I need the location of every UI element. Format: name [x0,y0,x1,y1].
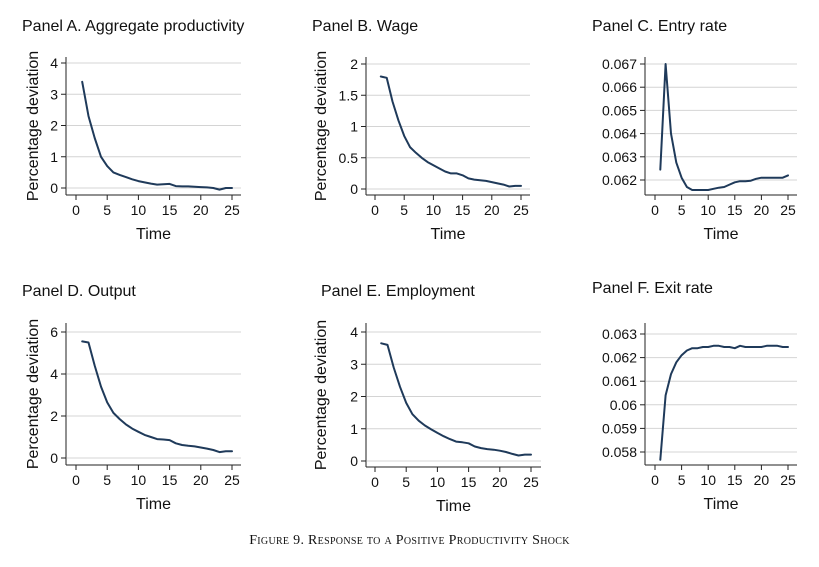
x-tick-label: 10 [131,202,147,218]
chart-panel-d: Panel D. Output 0 2 4 6 0 5 10 15 20 25 Time Percent… [22,283,241,513]
x-tick-label: 15 [162,202,178,218]
x-tick-label: 0 [651,472,659,488]
x-tick-label: 20 [754,202,770,218]
chart-panel-f: Panel F. Exit rate 0.058 0.059 0.06 0.061 0.0… [592,280,797,513]
y-tick-label: 0 [50,450,58,466]
x-tick-label: 25 [224,472,240,488]
y-tick-label: 2 [350,56,358,72]
panel-title: Panel E. Employment [321,283,475,300]
y-tick-label: 0 [350,181,358,197]
series-line [659,344,789,461]
y-tick-label: 2 [350,389,358,405]
y-tick-label: 3 [350,356,358,372]
x-tick-label: 25 [780,472,796,488]
y-tick-label: 2 [50,118,58,134]
x-tick-label: 0 [371,202,379,218]
x-axis-label: Time [704,496,739,513]
x-tick-label: 10 [430,474,446,490]
x-axis-label: Time [436,498,471,515]
x-tick-label: 20 [193,472,209,488]
x-tick-label: 25 [523,474,539,490]
y-tick-label: 0.066 [602,79,637,95]
y-axis-label: Percentage deviation [25,319,42,469]
y-tick-label: 1 [350,119,358,135]
x-tick-label: 0 [651,202,659,218]
x-tick-label: 5 [678,472,686,488]
y-tick-label: 0.067 [602,56,637,72]
x-tick-label: 20 [754,472,770,488]
y-tick-label: 0.065 [602,102,637,118]
figure-caption: Figure 9. Response to a Positive Product… [0,533,819,549]
y-axis-label: Percentage deviation [25,51,42,201]
y-tick-label: 0 [50,180,58,196]
x-tick-label: 0 [371,474,379,490]
y-tick-label: 2 [50,408,58,424]
y-axis-label: Percentage deviation [313,320,330,470]
y-tick-label: 4 [50,366,58,382]
x-tick-label: 5 [103,202,111,218]
x-tick-label: 0 [72,472,80,488]
y-tick-label: 0 [350,453,358,469]
x-tick-label: 5 [402,474,410,490]
series-line [81,340,233,454]
x-tick-label: 25 [780,202,796,218]
y-tick-label: 6 [50,324,58,340]
x-axis-label: Time [704,226,739,243]
y-tick-label: 0.062 [602,350,637,366]
x-tick-label: 10 [700,472,716,488]
chart-panel-e: Panel E. Employment 0 1 2 3 4 0 5 10 15 20 25 Time Pe… [313,283,541,515]
chart-panel-c: Panel C. Entry rate 0.062 0.063 0.064 0.065 0… [592,18,797,243]
y-tick-label: 4 [50,55,58,71]
y-tick-label: 3 [50,86,58,102]
x-tick-label: 15 [455,202,471,218]
y-tick-label: 4 [350,324,358,340]
panel-title: Panel F. Exit rate [592,280,713,297]
y-tick-label: 0.059 [602,420,637,436]
x-tick-label: 10 [426,202,442,218]
y-tick-label: 0.062 [602,172,637,188]
x-tick-label: 15 [727,472,743,488]
y-axis-label: Percentage deviation [313,51,330,201]
panel-title: Panel D. Output [22,283,136,300]
y-tick-label: 0.063 [602,149,637,165]
y-tick-label: 0.058 [602,444,637,460]
y-tick-label: 0.064 [602,126,637,142]
x-tick-label: 20 [484,202,500,218]
x-tick-label: 25 [513,202,529,218]
y-tick-label: 1.5 [339,87,359,103]
x-tick-label: 15 [461,474,477,490]
x-tick-label: 15 [727,202,743,218]
y-tick-label: 0.061 [602,373,637,389]
x-tick-label: 10 [700,202,716,218]
x-tick-label: 20 [193,202,209,218]
x-tick-label: 5 [103,472,111,488]
x-tick-label: 15 [162,472,178,488]
x-tick-label: 10 [131,472,147,488]
series-line [380,342,532,457]
x-tick-label: 5 [678,202,686,218]
y-tick-label: 1 [50,149,58,165]
y-tick-label: 0.063 [602,326,637,342]
panel-title: Panel C. Entry rate [592,18,727,35]
chart-panel-a: Panel A. Aggregate productivity 0 1 2 3 4 0 5 10… [22,18,244,243]
x-tick-label: 25 [224,202,240,218]
series-line [379,75,522,188]
x-axis-label: Time [136,496,171,513]
x-axis-label: Time [136,226,171,243]
y-tick-label: 1 [350,421,358,437]
y-tick-label: 0.5 [339,150,359,166]
series-line [659,63,789,191]
x-tick-label: 0 [72,202,80,218]
y-tick-label: 0.06 [610,397,637,413]
figure-caption-text: Figure 9. Response to a Positive Product… [249,533,570,548]
panel-title: Panel B. Wage [312,18,418,35]
x-tick-label: 5 [400,202,408,218]
panel-title: Panel A. Aggregate productivity [22,18,244,35]
x-tick-label: 20 [492,474,508,490]
x-axis-label: Time [431,226,466,243]
series-line [81,80,233,191]
